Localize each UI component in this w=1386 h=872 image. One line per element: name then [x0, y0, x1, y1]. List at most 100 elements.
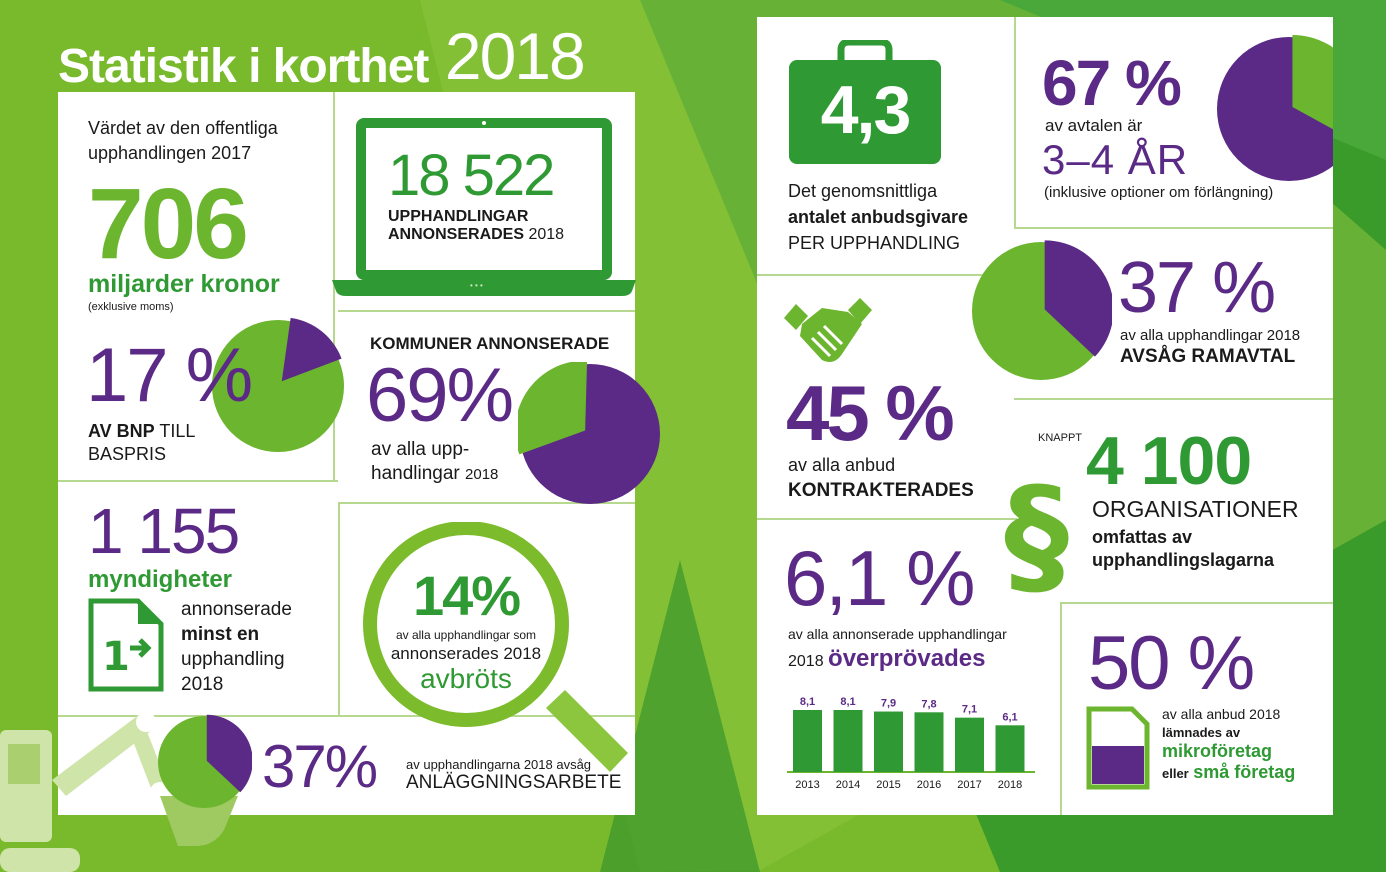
chart-tick-label: 2017 [957, 779, 981, 791]
anlaggning-line2: ANLÄGGNINGSARBETE [406, 772, 622, 793]
chart-tick-label: 2018 [998, 779, 1022, 791]
chart-bar [995, 725, 1025, 772]
value-intro: Värdet av den offentliga upphandlingen 2… [88, 118, 278, 163]
paragraph-icon: § [1004, 459, 1069, 611]
divider [757, 518, 1017, 520]
smaforetag-line3a: eller [1162, 766, 1189, 781]
smaforetag-word2: små företag [1193, 762, 1296, 782]
chart-data-label: 7,9 [881, 698, 896, 710]
document-bars-icon [1086, 706, 1150, 790]
bnp-percent: 17 % [86, 333, 253, 418]
avtal-line2: 3–4 ÅR [1042, 136, 1189, 183]
avbrot-line2: annonserades 2018 [390, 644, 542, 663]
organisationer-label: ORGANISATIONER omfattas av upphandlingsl… [1092, 496, 1299, 571]
value-unit: miljarder kronor [88, 270, 280, 298]
bnp-label: AV BNP TILL BASPRIS [88, 420, 195, 466]
overprovning-word: överprövades [828, 645, 986, 672]
myndigheter-text: annonserade minst en upphandling 2018 [181, 597, 292, 697]
avbrot-percent: 14% [412, 564, 521, 627]
myndigheter-line2: minst en [181, 624, 260, 645]
overprovning-year: 2018 [788, 653, 824, 670]
kommuner-line2-text: handlingar [371, 463, 460, 484]
organisationer-line2: omfattas av [1092, 527, 1193, 547]
overprovning-line1: av alla annonserade upphandlingar [788, 626, 1007, 642]
chart-bar [874, 711, 903, 772]
chart-data-label: 7,8 [921, 698, 936, 710]
avbrot-line1: av alla upphandlingar som [395, 628, 537, 642]
ramavtal-percent: 37 % [1118, 248, 1276, 328]
anlaggning-label: av upphandlingarna 2018 avsåg ANLÄGGNING… [406, 757, 621, 794]
smaforetag-line3: eller små företag [1162, 762, 1295, 783]
laptop-year: 2018 [528, 226, 565, 243]
divider [1060, 602, 1333, 604]
ramavtal-line1: av alla upphandlingar 2018 [1120, 327, 1301, 344]
chart-data-label: 7,1 [962, 704, 977, 716]
chart-tick-label: 2013 [795, 779, 819, 791]
chart-tick-label: 2015 [876, 779, 900, 791]
kommuner-heading: KOMMUNER ANNONSERADE [370, 334, 610, 353]
bnp-line1-bold: AV BNP [88, 421, 155, 441]
document-icon: 1 [88, 598, 164, 692]
myndigheter-label: myndigheter [88, 566, 233, 593]
divider [1060, 602, 1062, 815]
anlaggning-pie [158, 714, 252, 808]
chart-tick-label: 2014 [836, 779, 860, 791]
kontrakt-percent: 45 % [786, 369, 955, 457]
smaforetag-label: av alla anbud 2018 lämnades av mikroföre… [1162, 706, 1295, 783]
myndigheter-line3: upphandling [181, 649, 285, 670]
anlaggning-line1: av upphandlingarna 2018 avsåg [406, 757, 592, 772]
divider [338, 502, 340, 717]
chart-bar [793, 710, 822, 772]
chart-data-label: 6,1 [1002, 711, 1017, 723]
avtal-pie [1217, 34, 1333, 181]
value-block: Värdet av den offentliga upphandlingen 2… [88, 116, 328, 313]
avtal-line1: av avtalen är [1045, 116, 1143, 135]
myndigheter-line1: annonserade [181, 599, 292, 620]
anbudsgivare-number: 4,3 [820, 72, 912, 148]
myndigheter-line4: 2018 [181, 674, 224, 695]
chart-data-label: 8,1 [840, 696, 855, 708]
myndigheter-block: 1 155 myndigheter [88, 495, 240, 594]
kontrakt-label: av alla anbud KONTRAKTERADES [788, 452, 974, 504]
avtal-percent: 67 % [1042, 47, 1182, 119]
ramavtal-pie [972, 240, 1112, 380]
kommuner-line1: av alla upp- [371, 439, 470, 460]
laptop-number: 18 522 [388, 143, 555, 208]
chart-bar [914, 712, 944, 772]
laptop-dots: • • • [470, 281, 483, 290]
kommuner-pie [518, 362, 660, 504]
title-year: 2018 [444, 19, 586, 93]
anlaggning-percent: 37% [262, 733, 378, 800]
laptop-line2-bold: ANNONSERADES [388, 226, 525, 243]
smaforetag-percent: 50 % [1088, 621, 1255, 706]
magnifier-icon [363, 522, 628, 772]
divider [333, 92, 335, 482]
laptop-line2: ANNONSERADES 2018 [388, 226, 564, 244]
smaforetag-line1: av alla anbud 2018 [1162, 706, 1281, 722]
ramavtal-line2: AVSÅG RAMAVTAL [1120, 346, 1296, 367]
myndigheter-number: 1 155 [88, 495, 240, 567]
divider [338, 310, 635, 312]
chart-tick-label: 2016 [917, 779, 941, 791]
smaforetag-word1: mikroföretag [1162, 741, 1273, 761]
bnp-line1-rest: TILL [159, 421, 196, 441]
excavator-icon [0, 712, 238, 872]
divider [1014, 227, 1333, 229]
divider [58, 715, 635, 717]
kommuner-label: av alla upp- handlingar 2018 [371, 438, 498, 487]
document-icon-digit: 1 [102, 634, 130, 680]
kontrakt-line2: KONTRAKTERADES [788, 480, 974, 501]
kontrakt-line1: av alla anbud [788, 455, 896, 475]
divider [1014, 17, 1016, 227]
value-number: 706 [88, 168, 249, 280]
anbudsgivare-line1: Det genomsnittliga [788, 181, 938, 201]
avtal-line3: (inklusive optioner om förlängning) [1044, 184, 1274, 201]
divider [58, 480, 338, 482]
divider [338, 502, 635, 504]
organisationer-line3: upphandlingslagarna [1092, 550, 1275, 570]
chart-data-label: 8,1 [800, 696, 815, 708]
organisationer-number: 4 100 [1086, 423, 1252, 499]
ramavtal-label: av alla upphandlingar 2018 AVSÅG RAMAVTA… [1120, 327, 1300, 368]
laptop-text: 18 522 UPPHANDLINGAR ANNONSERADES 2018 [388, 146, 564, 244]
chart-bar [833, 710, 863, 772]
